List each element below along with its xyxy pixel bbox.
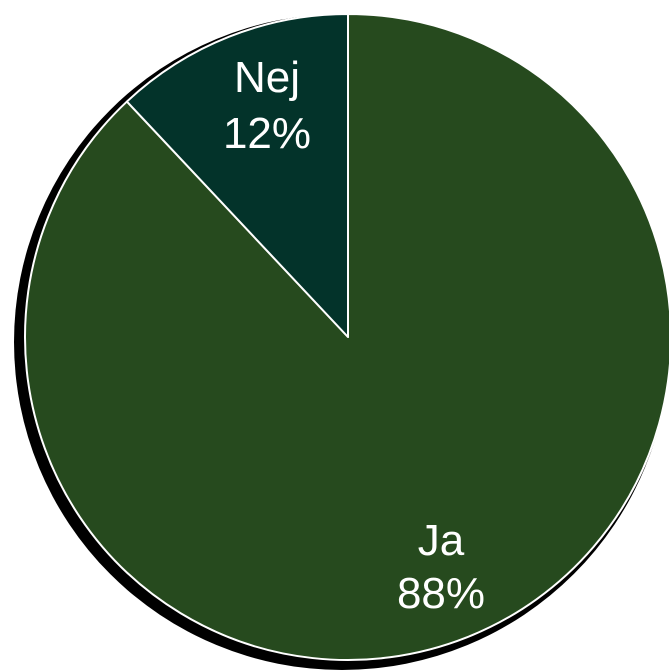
slice-label-nej: Nej <box>234 53 300 102</box>
slice-value-nej: 12% <box>223 109 311 158</box>
slice-label-ja: Ja <box>418 516 465 565</box>
pie-labels: Ja 88% Nej 12% <box>223 53 485 618</box>
pie-slice-nej <box>125 13 349 338</box>
pie-slices <box>24 13 669 661</box>
slice-value-ja: 88% <box>397 569 485 618</box>
